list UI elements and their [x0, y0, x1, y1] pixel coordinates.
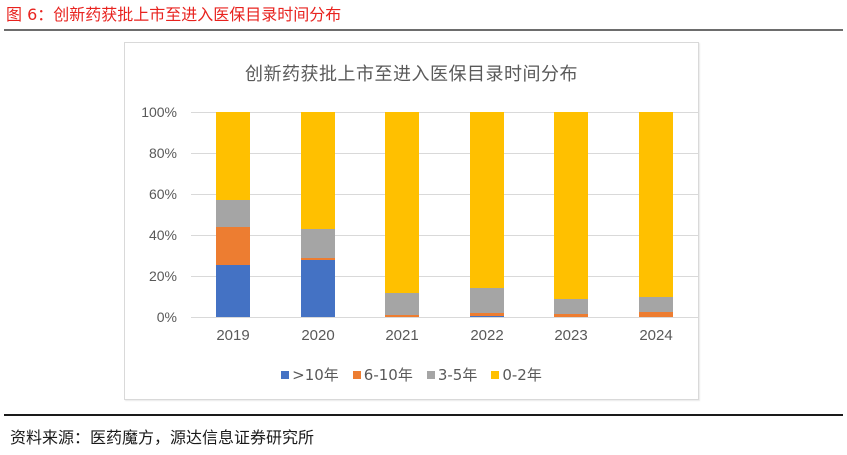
- bar-segment: [301, 260, 335, 317]
- bar-segment: [554, 314, 588, 317]
- y-axis-tick-label: 100%: [141, 104, 177, 120]
- legend-label: >10年: [292, 366, 339, 384]
- bar-segment: [470, 315, 504, 317]
- bar-segment: [216, 264, 250, 317]
- y-axis-tick-label: 40%: [148, 227, 177, 243]
- top-divider: [4, 29, 843, 31]
- bar-segment: [301, 229, 335, 258]
- bar-segment: [385, 112, 419, 293]
- legend-item: 6-10年: [352, 366, 413, 384]
- chart-legend: >10年 6-10年 3-5年 0-2年: [125, 366, 698, 384]
- x-axis-tick-label: 2022: [470, 327, 504, 344]
- y-axis-tick-label: 20%: [148, 268, 177, 284]
- legend-label: 6-10年: [363, 366, 413, 384]
- source-note: 资料来源：医药魔方，源达信息证券研究所: [10, 428, 315, 447]
- bar-segment: [216, 200, 250, 227]
- x-axis-tick-label: 2023: [554, 327, 588, 344]
- chart-title: 创新药获批上市至进入医保目录时间分布: [245, 64, 578, 85]
- bar-segment: [301, 257, 335, 261]
- bar-segment: [470, 287, 504, 313]
- legend-item: 0-2年: [491, 366, 542, 384]
- gridline: [191, 317, 698, 318]
- bar-segment: [639, 296, 673, 312]
- gridline: [191, 112, 698, 113]
- bar-segment: [216, 227, 250, 265]
- bar-segment: [385, 314, 419, 317]
- legend-label: 0-2年: [502, 366, 542, 384]
- gridline: [191, 194, 698, 195]
- legend-item: 3-5年: [426, 366, 478, 384]
- bar-segment: [639, 112, 673, 297]
- x-axis-tick-label: 2021: [385, 327, 419, 344]
- legend-label: 3-5年: [437, 366, 478, 384]
- y-axis-tick-label: 0%: [156, 309, 177, 325]
- chart-frame: 创新药获批上市至进入医保目录时间分布 >10年 6-10年 3-5年 0-2年 0% 2…: [124, 42, 699, 400]
- bar-segment: [470, 112, 504, 288]
- bar-segment: [470, 312, 504, 316]
- bar-segment: [639, 311, 673, 317]
- bar-segment: [301, 112, 335, 230]
- bar-segment: [216, 112, 250, 201]
- bar-segment: [385, 293, 419, 315]
- gridline: [191, 153, 698, 154]
- legend-swatch-icon: [426, 371, 435, 379]
- bottom-divider: [4, 414, 843, 416]
- y-axis-tick-label: 80%: [148, 145, 177, 161]
- bar-segment: [554, 112, 588, 300]
- figure-caption: 图 6：创新药获批上市至进入医保目录时间分布: [6, 5, 342, 24]
- legend-swatch-icon: [281, 371, 290, 379]
- y-axis-tick-label: 60%: [148, 186, 177, 202]
- x-axis-tick-label: 2020: [301, 327, 335, 344]
- gridline: [191, 276, 698, 277]
- bar-segment: [554, 299, 588, 315]
- gridline: [191, 235, 698, 236]
- legend-item: >10年: [281, 366, 339, 384]
- x-axis-tick-label: 2024: [639, 327, 673, 344]
- legend-swatch-icon: [352, 371, 361, 379]
- x-axis-tick-label: 2019: [216, 327, 250, 344]
- legend-swatch-icon: [491, 371, 500, 379]
